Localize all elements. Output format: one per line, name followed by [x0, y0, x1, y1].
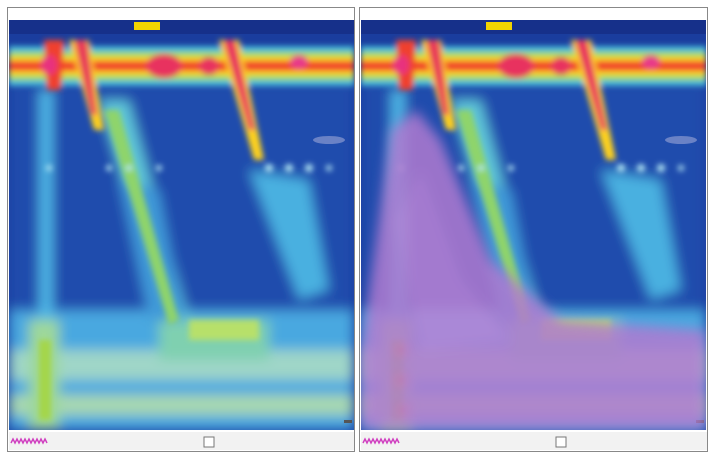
scroll-thumb[interactable]: [203, 436, 215, 448]
heatmap-right: [361, 20, 706, 430]
heatmap-left: [9, 20, 354, 430]
scroll-bar: [361, 432, 707, 450]
scroll-thumb[interactable]: [555, 436, 567, 448]
scroll-bar: [9, 432, 354, 450]
event-markers: [10, 437, 48, 445]
event-markers: [362, 437, 400, 445]
